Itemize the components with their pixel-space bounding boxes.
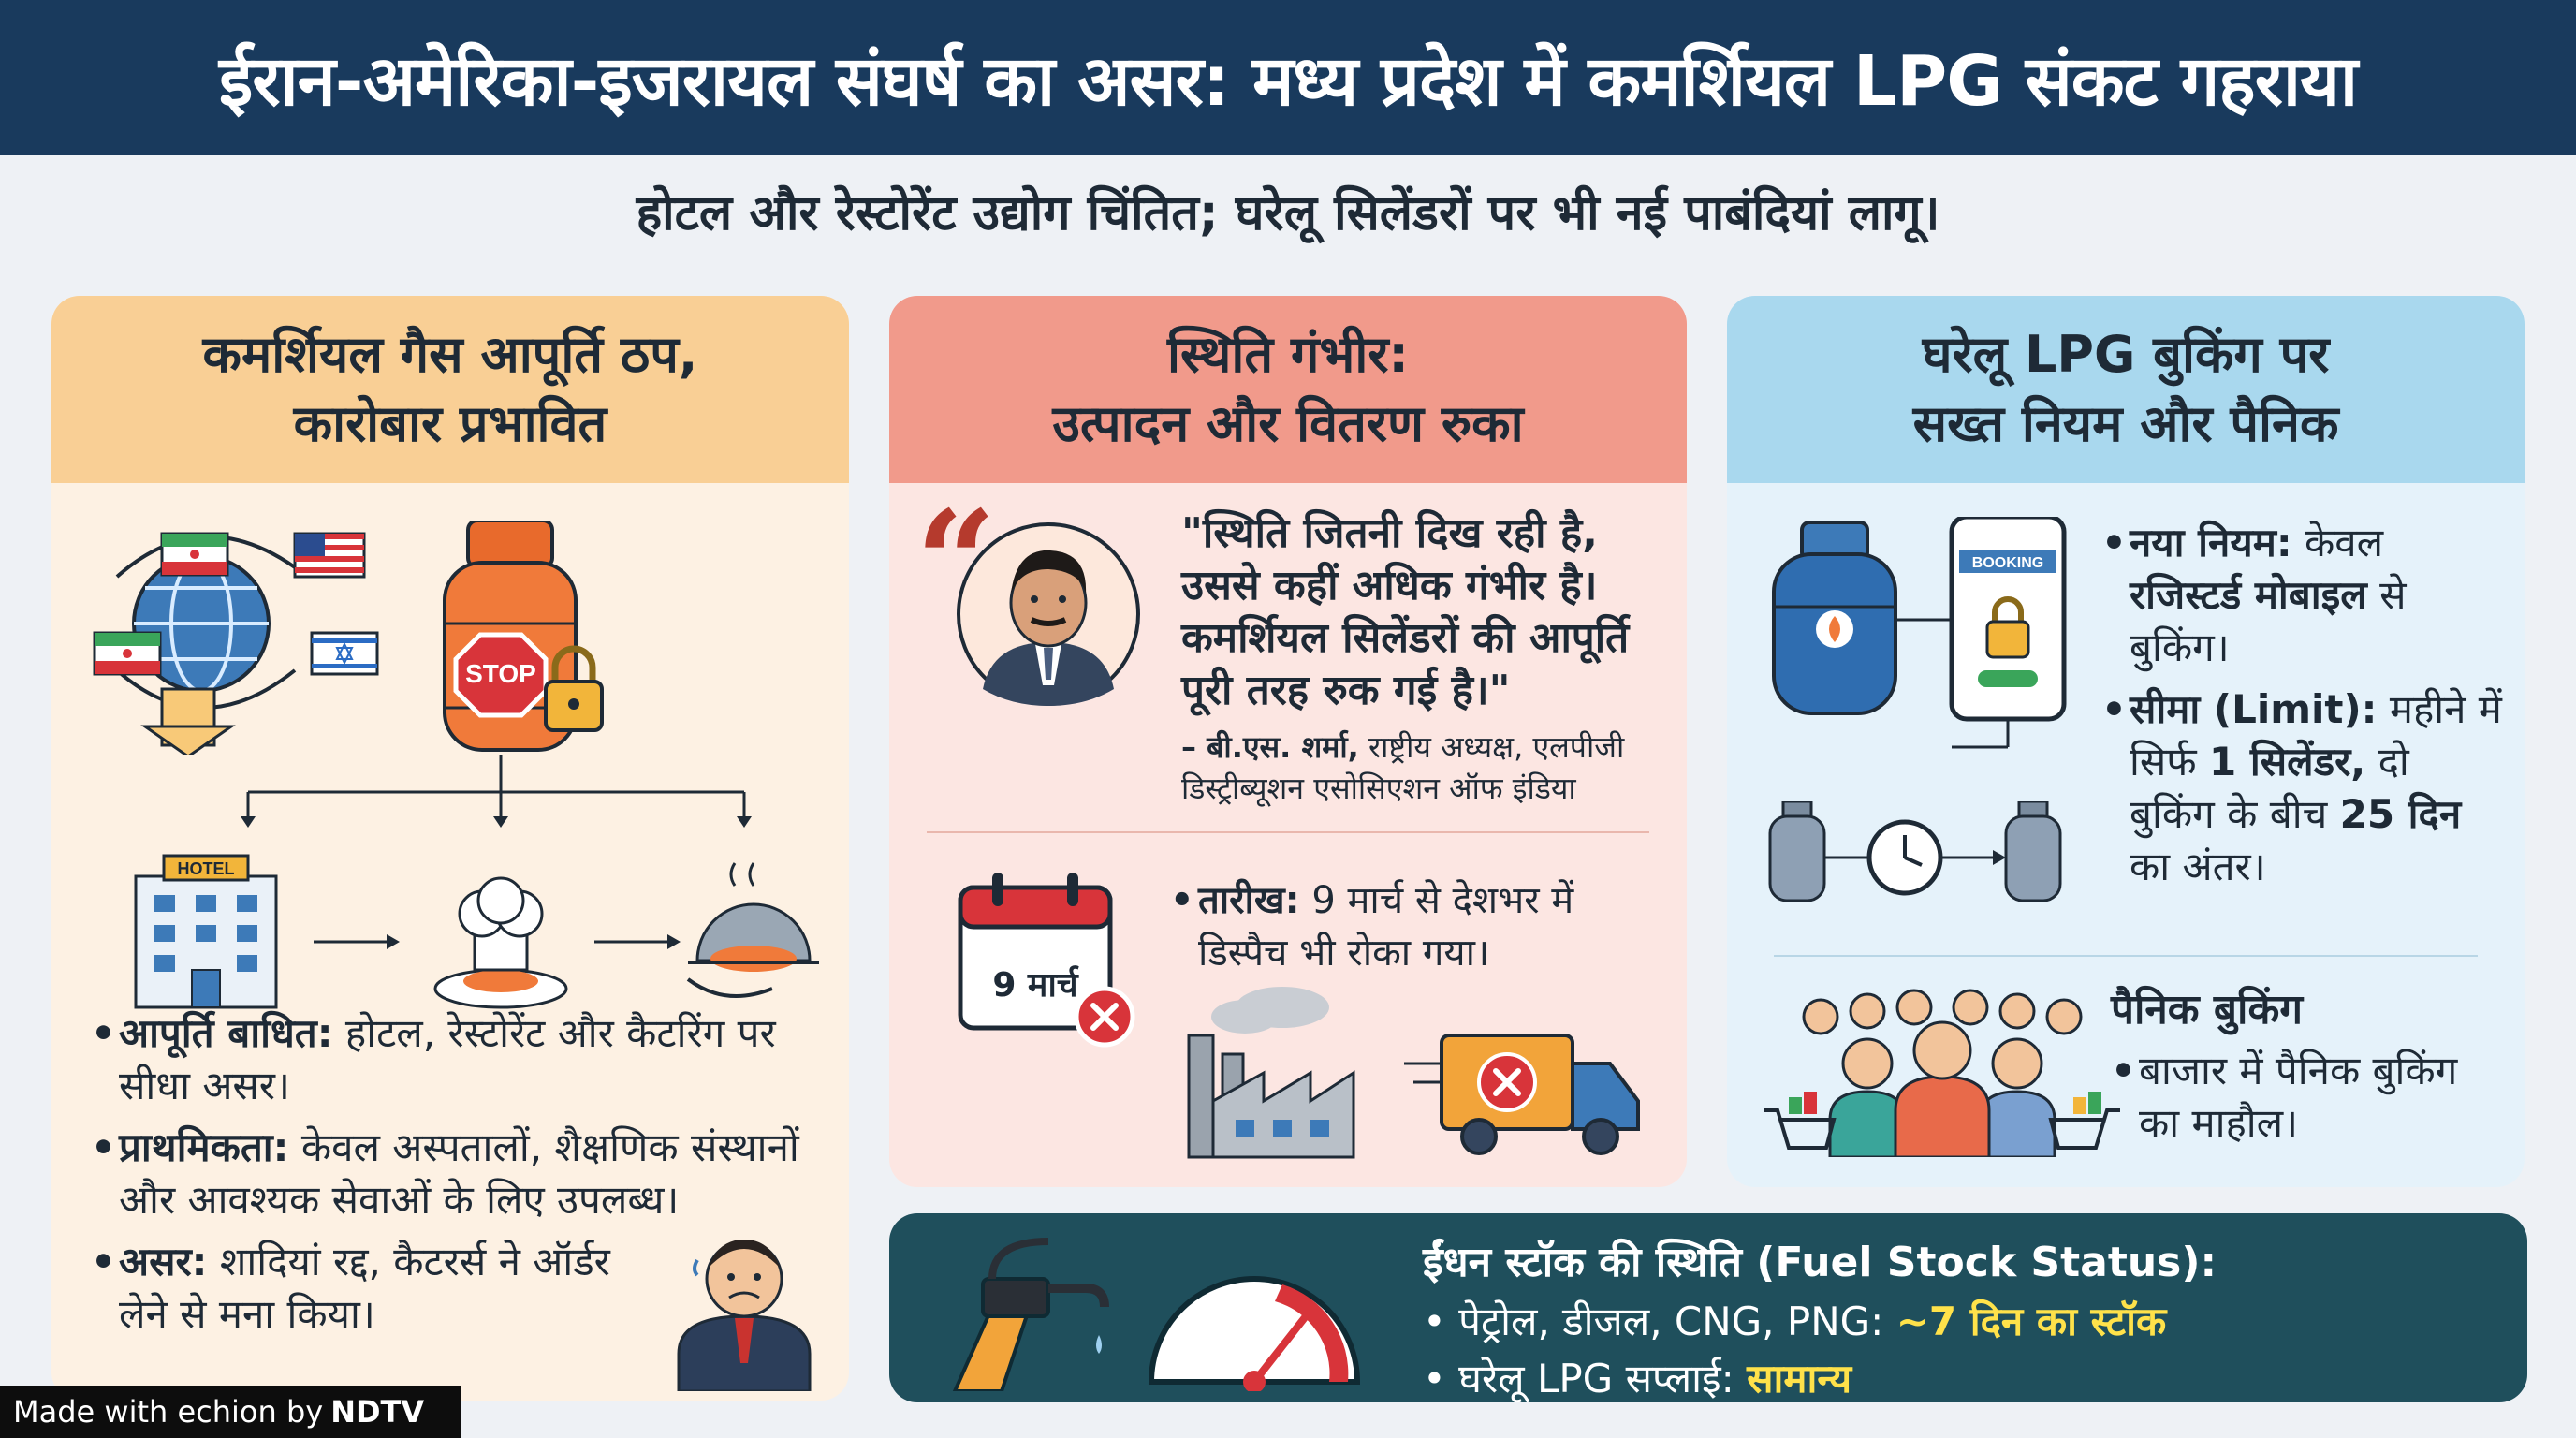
- divider: [927, 831, 1649, 833]
- factory-icon: [1187, 987, 1355, 1159]
- stop-sign-text: STOP: [465, 659, 536, 688]
- spokesperson-avatar: [957, 522, 1140, 706]
- fuel-stock-line: • पेट्रोल, डीजल, CNG, PNG: ~7 दिन का स्ट…: [1423, 1299, 2167, 1344]
- divider: [1774, 955, 2478, 957]
- hotel-building-icon: HOTEL: [134, 854, 278, 1009]
- shopping-cart-icon: [1764, 1092, 1837, 1150]
- booking-rules-list: नया नियम: केवल रजिस्टर्ड मोबाइल से बुकिं…: [2101, 517, 2504, 902]
- fuel-gauge-icon: [1148, 1276, 1361, 1391]
- dispatch-halt-list: तारीख: 9 मार्च से देशभर मेंडिस्पैच भी रो…: [1170, 874, 1657, 989]
- card-title-line2: सख्त नियम और पैनिक: [1912, 394, 2339, 453]
- globe-conflict-icon: [93, 532, 379, 755]
- lock-icon: [1985, 596, 2030, 659]
- list-item: तारीख: 9 मार्च से देशभर मेंडिस्पैच भी रो…: [1170, 874, 1657, 979]
- calendar-date-text: 9 मार्च: [992, 965, 1079, 1005]
- fuel-stock-status-box: ईंधन स्टॉक की स्थिति (Fuel Stock Status)…: [889, 1213, 2527, 1402]
- card-title-line2: उत्पादन और वितरण रुका: [1052, 394, 1524, 453]
- supply-impact-list: आपूर्ति बाधित: होटल, रेस्टोरेंट और कैटरि…: [91, 1007, 830, 1350]
- quote-attribution: – बी.एस. शर्मा, राष्ट्रीय अध्यक्ष, एलपीज…: [1181, 729, 1625, 806]
- calendar-icon: 9 मार्च: [958, 873, 1135, 1048]
- card-title-line1: कमर्शियल गैस आपूर्ति ठप,: [202, 325, 698, 384]
- list-item: सीमा (Limit): महीने में सिर्फ 1 सिलेंडर,…: [2101, 683, 2504, 893]
- delivery-truck-icon: [1404, 1034, 1640, 1155]
- fuel-stock-title: ईंधन स्टॉक की स्थिति (Fuel Stock Status)…: [1423, 1239, 2217, 1286]
- list-item: नया नियम: केवल रजिस्टर्ड मोबाइल से बुकिं…: [2101, 517, 2504, 674]
- chef-hat-icon: [433, 876, 568, 1009]
- domestic-booking-card: घरेलू LPG बुकिंग पर सख्त नियम और पैनिक B…: [1727, 296, 2525, 1187]
- supply-halt-card-header: कमर्शियल गैस आपूर्ति ठप, कारोबार प्रभावि…: [51, 296, 849, 483]
- booking-label-text: BOOKING: [1972, 555, 2043, 571]
- fuel-nozzle-icon: [952, 1238, 1109, 1391]
- supply-halt-card: कमर्शियल गैस आपूर्ति ठप, कारोबार प्रभावि…: [51, 296, 849, 1401]
- fuel-stock-details: ईंधन स्टॉक की स्थिति (Fuel Stock Status)…: [1423, 1232, 2217, 1402]
- list-item: बाजार में पैनिक बुकिंगका माहौल।: [2111, 1045, 2504, 1150]
- serving-dish-icon: [686, 862, 819, 998]
- domestic-booking-card-header: घरेलू LPG बुकिंग पर सख्त नियम और पैनिक: [1727, 296, 2525, 483]
- page-subtitle: होटल और रेस्टोरेंट उद्योग चिंतित; घरेलू …: [636, 185, 1940, 242]
- worried-businessman-icon: [677, 1240, 812, 1391]
- header-banner: ईरान-अमेरिका-इजरायल संघर्ष का असर: मध्य …: [0, 0, 2576, 155]
- card-title-line1: घरेलू LPG बुकिंग पर: [1922, 325, 2330, 384]
- booking-interval-icon: [1768, 801, 2062, 902]
- commercial-cylinder-stop-icon: STOP: [443, 521, 604, 752]
- crisis-status-card-header: स्थिति गंभीर: उत्पादन और वितरण रुका: [889, 296, 1687, 483]
- lock-icon: [544, 645, 604, 732]
- iran-flag-icon: [93, 631, 162, 676]
- card-title-line2: कारोबार प्रभावित: [293, 394, 607, 453]
- svg-text:HOTEL: HOTEL: [178, 859, 235, 878]
- list-item: प्राथमिकता: केवल अस्पतालों, शैक्षणिक संस…: [91, 1122, 830, 1226]
- panic-crowd-icon: [1764, 989, 2120, 1157]
- list-item: आपूर्ति बाधित: होटल, रेस्टोरेंट और कैटरि…: [91, 1007, 830, 1112]
- shopping-cart-icon: [2048, 1092, 2120, 1150]
- panic-booking-list: बाजार में पैनिक बुकिंगका माहौल।: [2111, 1045, 2504, 1159]
- domestic-cylinder-booking-icon: BOOKING: [1772, 517, 2067, 749]
- page-title: ईरान-अमेरिका-इजरायल संघर्ष का असर: मध्य …: [218, 40, 2358, 122]
- crisis-quote: "स्थिति जितनी दिख रही है, उससे कहीं अधिक…: [1181, 509, 1630, 714]
- crisis-status-card: स्थिति गंभीर: उत्पादन और वितरण रुका “ "स…: [889, 296, 1687, 1187]
- iran-flag-icon: [160, 532, 229, 577]
- list-item: असर: शादियां रद्द, कैटरर्स ने ऑर्डर लेने…: [91, 1236, 652, 1341]
- panic-booking-title: पैनिक बुकिंग: [2111, 986, 2304, 1034]
- flow-arrows-icon: [241, 755, 752, 828]
- made-with-watermark: Made with echion by NDTV: [0, 1386, 461, 1438]
- card-title-line1: स्थिति गंभीर:: [1166, 325, 1409, 384]
- israel-flag-icon: [310, 631, 379, 676]
- usa-flag-icon: [293, 532, 366, 579]
- hospitality-chain-icon: HOTEL: [134, 854, 819, 1009]
- lpg-supply-line: • घरेलू LPG सप्लाई: सामान्य: [1423, 1356, 1852, 1401]
